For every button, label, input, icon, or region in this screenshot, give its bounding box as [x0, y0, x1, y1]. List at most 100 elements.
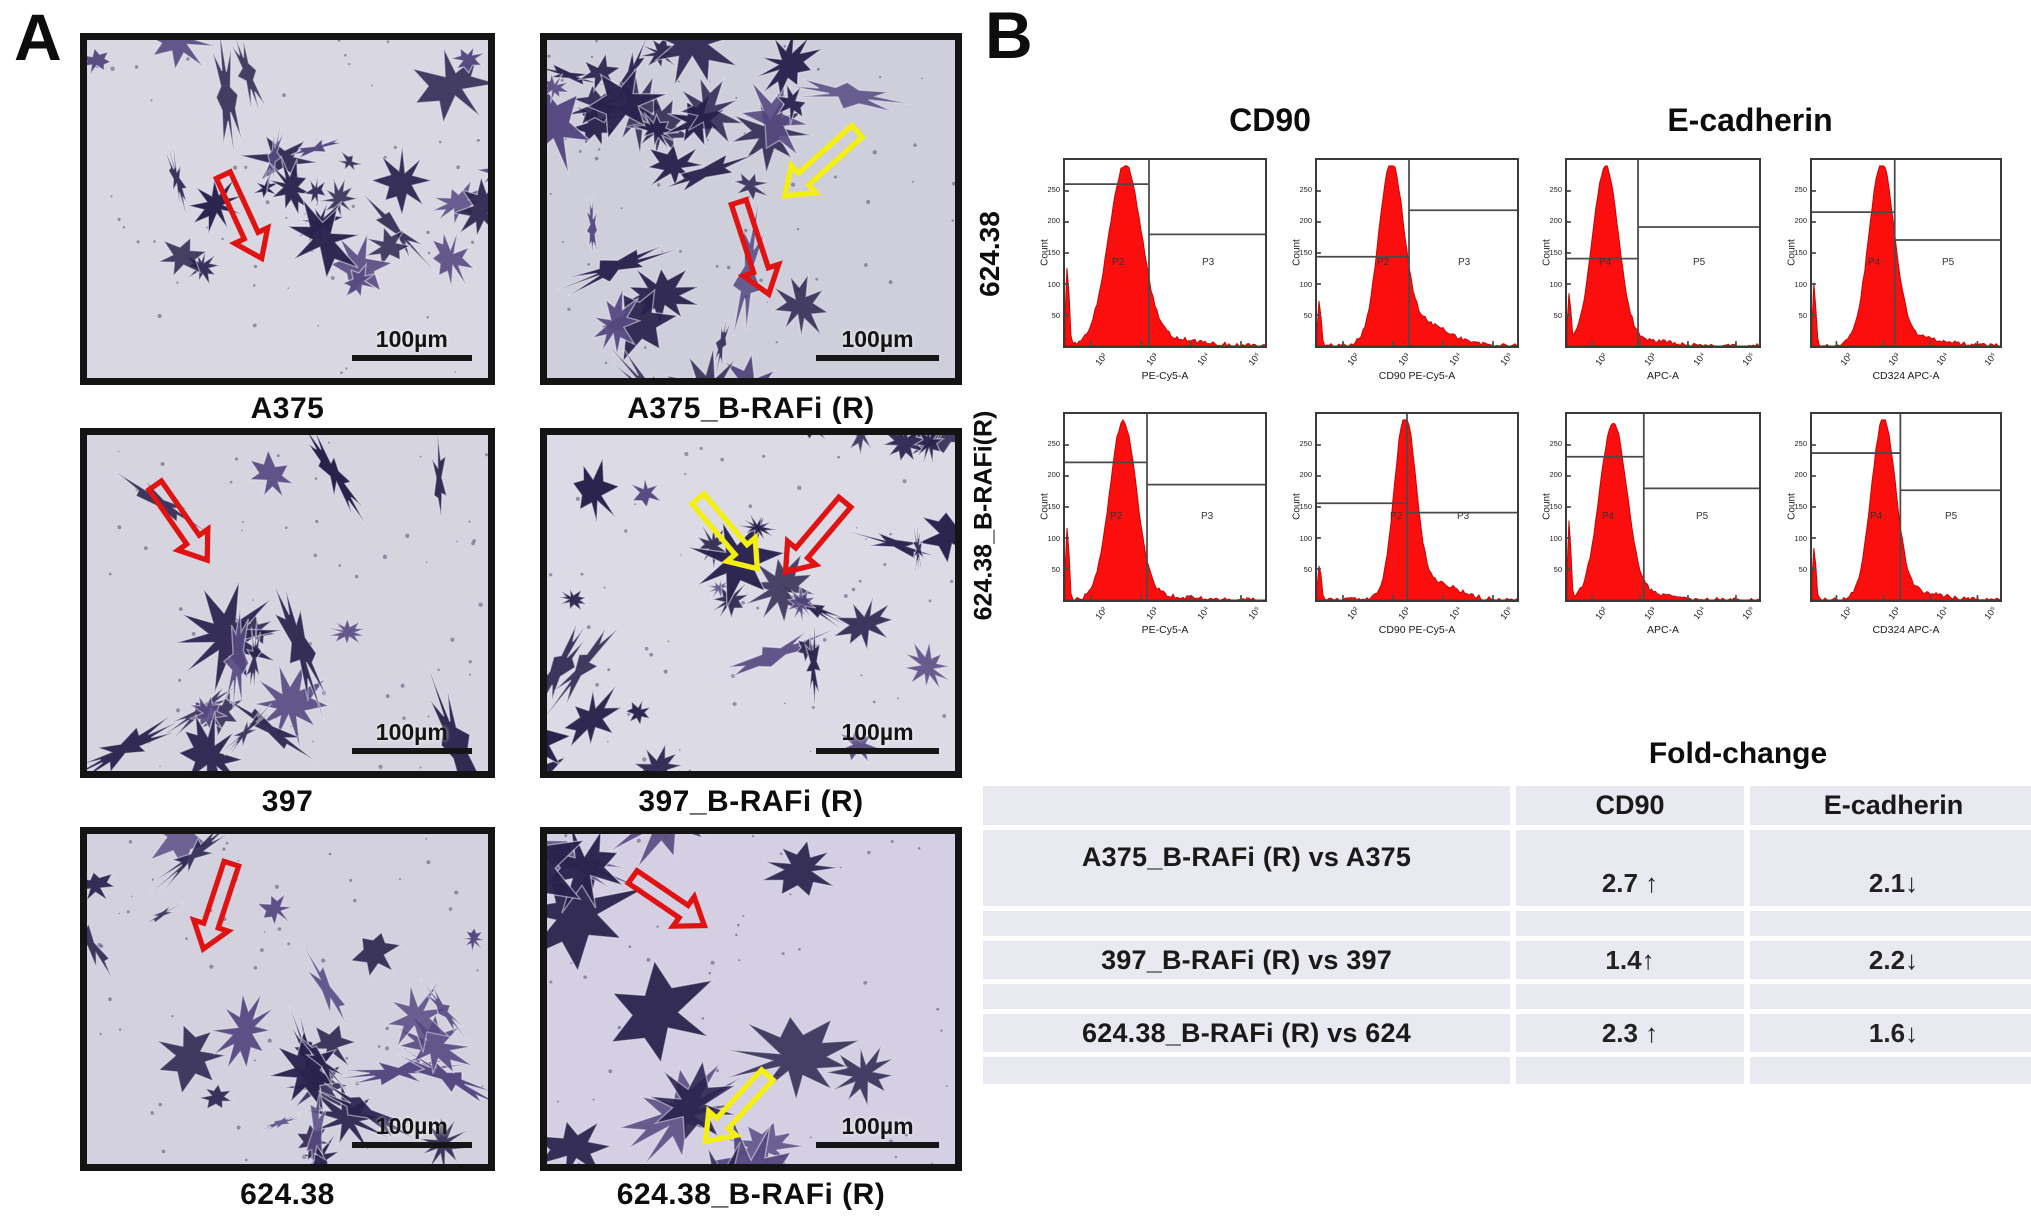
scale-bar-label: 100µm	[375, 1112, 448, 1139]
cell-shape	[562, 685, 624, 748]
scale-bar-line	[816, 355, 939, 362]
micrograph-card: 100µm A375	[80, 33, 495, 426]
scale-bar-line	[816, 1141, 939, 1148]
cell-shape	[427, 667, 478, 771]
cell-shape	[737, 512, 778, 542]
flow-histogram-plot: P4 P5 Count 50 100 150 200 250 10² 10³ 10⁴ 10⁵ CD324…	[1787, 158, 2002, 382]
cell-shape	[87, 921, 113, 979]
cell-shape	[923, 435, 943, 452]
row-ecadherin-value: 2.2↓	[1750, 941, 2031, 979]
cell-shape	[547, 839, 586, 900]
y-tick-label: 100	[1794, 280, 1807, 289]
y-tick-label: 100	[1794, 534, 1807, 543]
micrograph-card: 100µm A375_B-RAFi (R)	[540, 33, 962, 426]
cell-shape	[547, 627, 620, 716]
y-tick-label: 250	[1299, 439, 1312, 448]
cell-shape	[149, 834, 229, 895]
scale-bar: 100µm	[816, 1113, 939, 1148]
y-tick-label: 200	[1794, 470, 1807, 479]
table-header-row: CD90 E-cadherin	[983, 786, 2031, 825]
x-tick-label: 10²	[1093, 605, 1110, 622]
cell-shape	[584, 195, 599, 253]
cell-shape	[806, 435, 827, 441]
plot-frame	[1810, 412, 2002, 602]
cell-shape	[272, 585, 329, 720]
cell-shape	[558, 587, 589, 613]
plot-frame	[1810, 158, 2002, 348]
y-tick-label: 100	[1549, 534, 1562, 543]
plot-frame	[1063, 412, 1267, 602]
x-axis-title: CD324 APC-A	[1872, 370, 1940, 382]
micrograph-card: 100µm 624.38_B-RAFi (R)	[540, 827, 962, 1212]
micrograph-caption: 624.38_B-RAFi (R)	[616, 1178, 886, 1211]
y-tick-label: 150	[1047, 248, 1060, 257]
scale-bar-line	[816, 748, 939, 755]
x-tick-label: 10⁵	[1246, 350, 1263, 368]
cell-shape	[349, 931, 403, 979]
micrograph-image: 100µm	[540, 33, 962, 385]
cell-shape	[706, 578, 734, 601]
row-cd90-value: 2.3 ↑	[1516, 1014, 1744, 1052]
histogram-area	[1567, 422, 1759, 600]
histogram-area	[1812, 165, 2000, 346]
y-tick-label: 100	[1047, 534, 1060, 543]
cell-shape	[211, 40, 243, 154]
stained-cells-illustration	[547, 834, 948, 1164]
stained-cells-illustration	[87, 435, 488, 771]
y-tick-label: 150	[1794, 502, 1807, 511]
cell-shape	[571, 457, 621, 523]
panel-a-letter: A	[14, 0, 62, 74]
cell-shape	[599, 288, 680, 364]
cell-shape	[556, 245, 679, 297]
cell-shape	[547, 89, 593, 175]
red-annotation-arrow-icon	[189, 858, 242, 954]
cell-shape	[144, 901, 185, 925]
histogram-area	[1065, 165, 1265, 346]
cell-shape	[731, 170, 770, 203]
y-tick-label: 50	[1051, 565, 1060, 574]
x-tick-label: 10³	[1396, 605, 1413, 622]
cell-shape	[590, 288, 642, 356]
x-axis-title: APC-A	[1646, 624, 1680, 636]
yellow-annotation-arrow-icon	[688, 490, 761, 573]
cell-shape	[547, 724, 573, 767]
cell-shape	[156, 1023, 226, 1095]
y-tick-label: 50	[1303, 311, 1312, 320]
flow-row-label-624-38: 624.38	[974, 211, 1006, 297]
cell-shape	[431, 435, 448, 518]
cell-shape	[665, 347, 736, 378]
gate-label-p5: P5	[1945, 510, 1958, 522]
cell-shape	[247, 448, 296, 498]
cell-shape	[707, 1141, 741, 1164]
x-tick-label: 10⁵	[1982, 604, 1999, 622]
y-tick-label: 250	[1549, 185, 1562, 194]
x-tick-label: 10⁵	[1246, 604, 1263, 622]
y-tick-label: 200	[1549, 216, 1562, 225]
x-axis-title: APC-A	[1646, 370, 1680, 382]
red-annotation-arrow-icon	[782, 493, 855, 576]
micrograph-caption: A375_B-RAFi (R)	[627, 392, 875, 425]
y-tick-label: 50	[1303, 565, 1312, 574]
cell-shape	[610, 959, 715, 1065]
x-tick-label: 10²	[1093, 351, 1110, 368]
gate-label-p4: P4	[1870, 510, 1883, 522]
gate-label-p5: P5	[1693, 256, 1706, 268]
row-comparison-label: A375_B-RAFi (R) vs A375	[983, 830, 1510, 906]
gate-label-p2: P2	[1377, 256, 1390, 268]
cell-shape	[336, 150, 363, 174]
y-tick-label: 250	[1299, 185, 1312, 194]
plot-frame	[1063, 158, 1267, 348]
table-spacer-row	[983, 911, 2031, 936]
cell-shape	[772, 272, 831, 337]
cell-shape	[912, 435, 946, 464]
y-tick-label: 150	[1794, 248, 1807, 257]
y-tick-label: 250	[1794, 185, 1807, 194]
scale-bar: 100µm	[351, 326, 472, 362]
y-tick-label: 200	[1299, 470, 1312, 479]
flow-histogram-plot: P4 P5 Count 50 100 150 200 250 10² 10³ 10⁴ 10⁵ APC-A	[1542, 412, 1761, 636]
x-tick-label: 10²	[1593, 351, 1610, 368]
cell-shape	[151, 40, 217, 72]
cell-shape	[664, 153, 756, 193]
gate-label-p3: P3	[1458, 256, 1471, 268]
cell-shape	[210, 993, 275, 1071]
